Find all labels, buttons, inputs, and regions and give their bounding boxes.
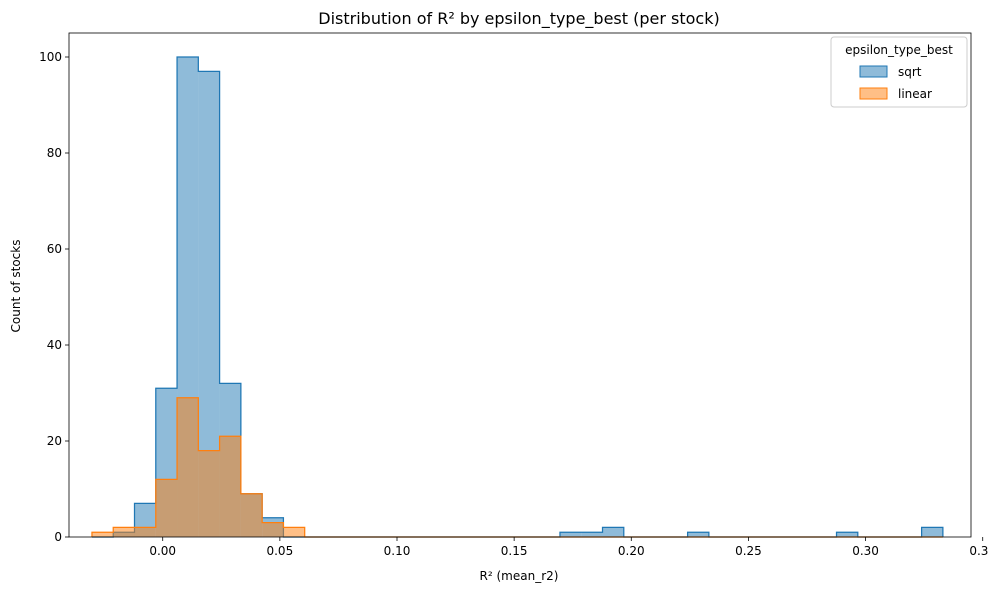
plot-area [68,32,972,538]
legend-title: epsilon_type_best [845,43,953,57]
histogram-bar [91,532,114,537]
histogram-bar [198,450,220,537]
x-tick-label: 0.10 [384,544,411,558]
chart-title: Distribution of R² by epsilon_type_best … [318,9,719,29]
histogram-bar [155,479,178,537]
histogram-bar [198,71,220,538]
x-tick-label: 0.15 [501,544,528,558]
legend-swatch-linear [859,87,888,100]
legend-swatch-sqrt [859,65,888,78]
histogram-bar [219,436,241,537]
y-tick-label: 40 [47,338,62,352]
x-axis: 0.00 0.05 0.10 0.15 0.20 0.25 0.30 0.35 [149,537,988,558]
histogram-bar [113,527,135,537]
y-axis: 0 20 40 60 80 100 [39,50,69,544]
series-linear [91,397,943,538]
x-tick-label: 0.05 [266,544,293,558]
axes-frame [68,32,972,538]
legend: epsilon_type_best sqrt linear [830,36,968,108]
legend-items: sqrt linear [859,65,932,101]
histogram-bar [283,527,305,537]
x-axis-label: R² (mean_r2) [480,569,559,583]
y-axis-label: Count of stocks [9,240,23,333]
histogram-bar [177,397,199,537]
y-tick-label: 100 [39,50,62,64]
y-tick-label: 0 [54,530,62,544]
histogram-bar [240,493,263,537]
legend-label-sqrt: sqrt [898,65,922,79]
x-tick-label: 0.30 [852,544,879,558]
x-tick-label: 0.25 [735,544,762,558]
x-tick-label: 0.20 [618,544,645,558]
histogram-bar [134,527,156,537]
histogram-bar [262,522,284,537]
histogram-bar [602,527,624,537]
y-tick-label: 60 [47,242,62,256]
x-tick-label: 0.00 [149,544,176,558]
histogram-bar [581,532,603,537]
y-tick-label: 20 [47,434,62,448]
histogram-bar [836,532,858,537]
histogram-bar [921,527,943,537]
histogram-bar [559,532,582,537]
y-tick-label: 80 [47,146,62,160]
histogram-bar [687,532,709,537]
legend-label-linear: linear [898,87,932,101]
x-tick-label: 0.35 [969,544,988,558]
